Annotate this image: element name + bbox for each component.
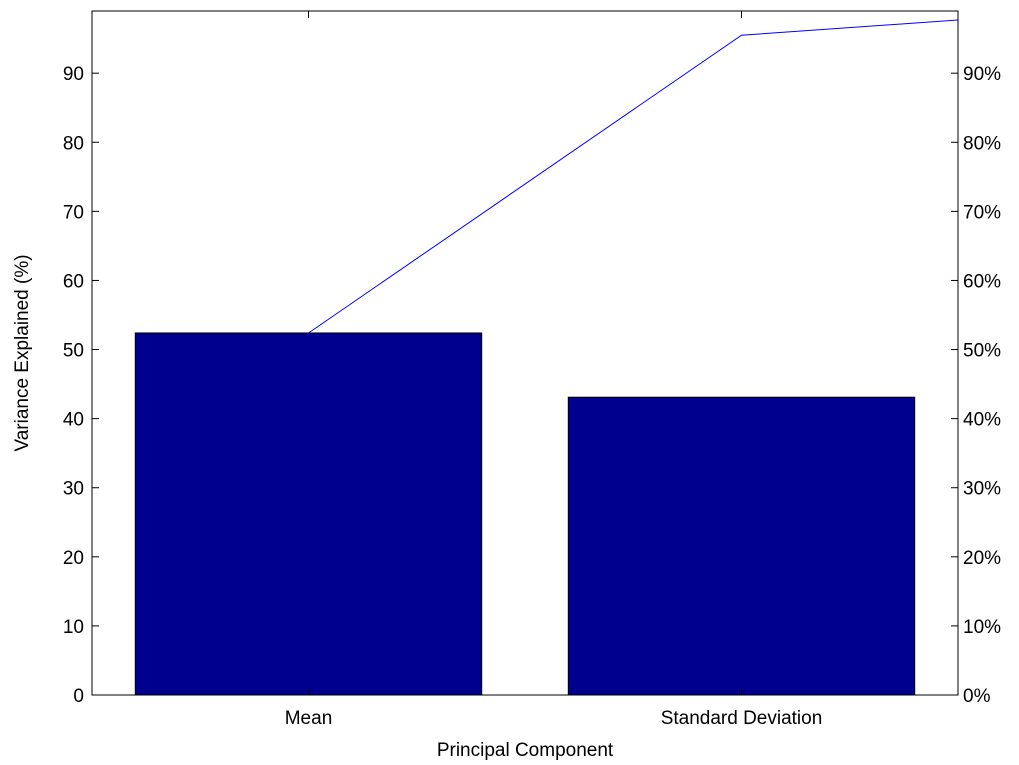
y-tick-label: 80 [63,133,84,154]
bar-standard-deviation [567,396,916,696]
cumulative-line-group [308,19,959,334]
y2-tick-label: 0% [963,686,991,707]
y2-tick-label: 90% [963,64,1001,85]
y2-tick-label: 60% [963,271,1001,292]
y2-tick-label: 70% [963,202,1001,223]
x-tick-label: Standard Deviation [661,708,823,729]
y-axis-left: 0 10 20 30 40 50 60 70 80 90 [63,64,99,707]
y-tick-label: 10 [63,617,84,638]
plot-frame [91,10,959,696]
y-tick-label: 50 [63,341,84,362]
bar-mean [134,332,483,696]
x-axis-title: Principal Component [437,740,614,761]
y-axis-title: Variance Explained (%) [12,254,33,451]
bars-group [134,332,916,696]
y-tick-label: 30 [63,479,84,500]
y-tick-label: 20 [63,548,84,569]
y-tick-label: 90 [63,64,84,85]
y2-tick-label: 50% [963,341,1001,362]
y-tick-label: 70 [63,202,84,223]
y2-tick-label: 40% [963,410,1001,431]
x-tick-label: Mean [285,708,333,729]
x-axis: Mean Standard Deviation [285,11,823,729]
y-tick-label: 40 [63,410,84,431]
y-tick-label: 0 [73,686,84,707]
y2-tick-label: 10% [963,617,1001,638]
y-axis-right: 0% 10% 20% 30% 40% 50% 60% 70% 80% 90% [951,64,1001,707]
y2-tick-label: 80% [963,133,1001,154]
cumulative-variance-line [308,19,959,334]
y2-tick-label: 20% [963,548,1001,569]
y-tick-label: 60 [63,271,84,292]
y2-tick-label: 30% [963,479,1001,500]
